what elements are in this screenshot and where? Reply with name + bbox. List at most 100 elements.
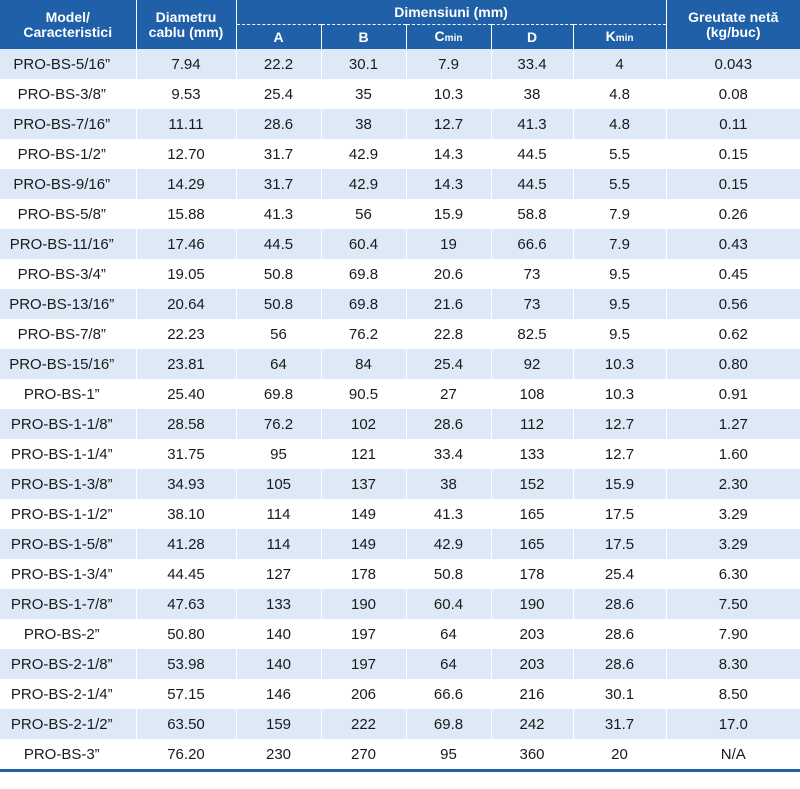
b-cell: 60.4	[321, 229, 407, 259]
a-cell: 140	[236, 649, 322, 679]
diameter-cell: 11.11	[136, 109, 237, 139]
table-row: PRO-BS-1-1/4” 31.75 95 121 33.4 133 12.7 1.60	[0, 439, 800, 469]
diameter-cell: 12.70	[136, 139, 237, 169]
header-diameter: Diametru cablu (mm)	[136, 0, 237, 49]
d-cell: 66.6	[491, 229, 574, 259]
d-cell: 178	[491, 559, 574, 589]
model-cell: PRO-BS-1”	[0, 379, 137, 409]
c-min-cell: 69.8	[406, 709, 492, 739]
table-row: PRO-BS-2” 50.80 140 197 64 203 28.6 7.90	[0, 619, 800, 649]
d-cell: 41.3	[491, 109, 574, 139]
d-cell: 203	[491, 649, 574, 679]
model-cell: PRO-BS-2-1/4”	[0, 679, 137, 709]
b-cell: 222	[321, 709, 407, 739]
header-d: D	[491, 24, 574, 49]
c-min-cell: 10.3	[406, 79, 492, 109]
diameter-cell: 19.05	[136, 259, 237, 289]
table-row: PRO-BS-7/8” 22.23 56 76.2 22.8 82.5 9.5 0.62	[0, 319, 800, 349]
c-min-cell: 7.9	[406, 49, 492, 79]
a-cell: 22.2	[236, 49, 322, 79]
k-min-cell: 31.7	[573, 709, 667, 739]
k-min-cell: 5.5	[573, 169, 667, 199]
table-row: PRO-BS-2-1/8” 53.98 140 197 64 203 28.6 8.30	[0, 649, 800, 679]
a-cell: 25.4	[236, 79, 322, 109]
c-min-cell: 95	[406, 739, 492, 769]
k-min-cell: 28.6	[573, 619, 667, 649]
c-min-cell: 12.7	[406, 109, 492, 139]
weight-cell: 3.29	[666, 499, 800, 529]
model-cell: PRO-BS-9/16”	[0, 169, 137, 199]
weight-cell: 8.50	[666, 679, 800, 709]
model-cell: PRO-BS-1-1/2”	[0, 499, 137, 529]
bottom-rule	[0, 769, 800, 772]
d-cell: 203	[491, 619, 574, 649]
a-cell: 41.3	[236, 199, 322, 229]
weight-cell: 0.26	[666, 199, 800, 229]
model-cell: PRO-BS-7/8”	[0, 319, 137, 349]
a-cell: 95	[236, 439, 322, 469]
b-cell: 190	[321, 589, 407, 619]
b-cell: 38	[321, 109, 407, 139]
b-cell: 84	[321, 349, 407, 379]
table-row: PRO-BS-7/16” 11.11 28.6 38 12.7 41.3 4.8 0.11	[0, 109, 800, 139]
header-d-label: D	[526, 28, 538, 45]
k-min-cell: 12.7	[573, 409, 667, 439]
c-min-cell: 38	[406, 469, 492, 499]
table-row: PRO-BS-3/4” 19.05 50.8 69.8 20.6 73 9.5 0.45	[0, 259, 800, 289]
header-model: Model/ Caracteristici	[0, 0, 137, 49]
k-min-cell: 30.1	[573, 679, 667, 709]
d-cell: 73	[491, 259, 574, 289]
table-row: PRO-BS-3/8” 9.53 25.4 35 10.3 38 4.8 0.08	[0, 79, 800, 109]
a-cell: 31.7	[236, 139, 322, 169]
model-cell: PRO-BS-5/8”	[0, 199, 137, 229]
k-min-cell: 17.5	[573, 499, 667, 529]
table-row: PRO-BS-5/16” 7.94 22.2 30.1 7.9 33.4 4 0.043	[0, 49, 800, 79]
a-cell: 159	[236, 709, 322, 739]
a-cell: 44.5	[236, 229, 322, 259]
b-cell: 178	[321, 559, 407, 589]
table-row: PRO-BS-1-5/8” 41.28 114 149 42.9 165 17.5 3.29	[0, 529, 800, 559]
weight-cell: 7.50	[666, 589, 800, 619]
model-cell: PRO-BS-1-1/8”	[0, 409, 137, 439]
c-min-cell: 33.4	[406, 439, 492, 469]
a-cell: 146	[236, 679, 322, 709]
diameter-cell: 41.28	[136, 529, 237, 559]
model-cell: PRO-BS-5/16”	[0, 49, 137, 79]
table-header: Model/ Caracteristici Diametru cablu (mm…	[0, 0, 800, 49]
table-row: PRO-BS-2-1/2” 63.50 159 222 69.8 242 31.7 17.0	[0, 709, 800, 739]
a-cell: 56	[236, 319, 322, 349]
c-min-cell: 20.6	[406, 259, 492, 289]
diameter-cell: 31.75	[136, 439, 237, 469]
weight-cell: 0.80	[666, 349, 800, 379]
a-cell: 230	[236, 739, 322, 769]
k-min-cell: 28.6	[573, 649, 667, 679]
b-cell: 102	[321, 409, 407, 439]
diameter-cell: 20.64	[136, 289, 237, 319]
table-row: PRO-BS-1” 25.40 69.8 90.5 27 108 10.3 0.91	[0, 379, 800, 409]
b-cell: 197	[321, 649, 407, 679]
c-min-cell: 50.8	[406, 559, 492, 589]
header-dimensions-group: Dimensiuni (mm)	[236, 0, 667, 25]
b-cell: 197	[321, 619, 407, 649]
table-row: PRO-BS-9/16” 14.29 31.7 42.9 14.3 44.5 5.5 0.15	[0, 169, 800, 199]
b-cell: 121	[321, 439, 407, 469]
header-k-subscript: min	[615, 32, 634, 44]
b-cell: 56	[321, 199, 407, 229]
a-cell: 114	[236, 499, 322, 529]
b-cell: 69.8	[321, 259, 407, 289]
d-cell: 92	[491, 349, 574, 379]
a-cell: 50.8	[236, 259, 322, 289]
k-min-cell: 9.5	[573, 259, 667, 289]
b-cell: 270	[321, 739, 407, 769]
k-min-cell: 9.5	[573, 289, 667, 319]
c-min-cell: 60.4	[406, 589, 492, 619]
b-cell: 42.9	[321, 169, 407, 199]
d-cell: 82.5	[491, 319, 574, 349]
header-diameter-label: Diametru cablu (mm)	[148, 8, 224, 40]
diameter-cell: 23.81	[136, 349, 237, 379]
header-c-subscript: min	[444, 32, 463, 44]
model-cell: PRO-BS-15/16”	[0, 349, 137, 379]
weight-cell: 0.08	[666, 79, 800, 109]
a-cell: 127	[236, 559, 322, 589]
weight-cell: 1.60	[666, 439, 800, 469]
